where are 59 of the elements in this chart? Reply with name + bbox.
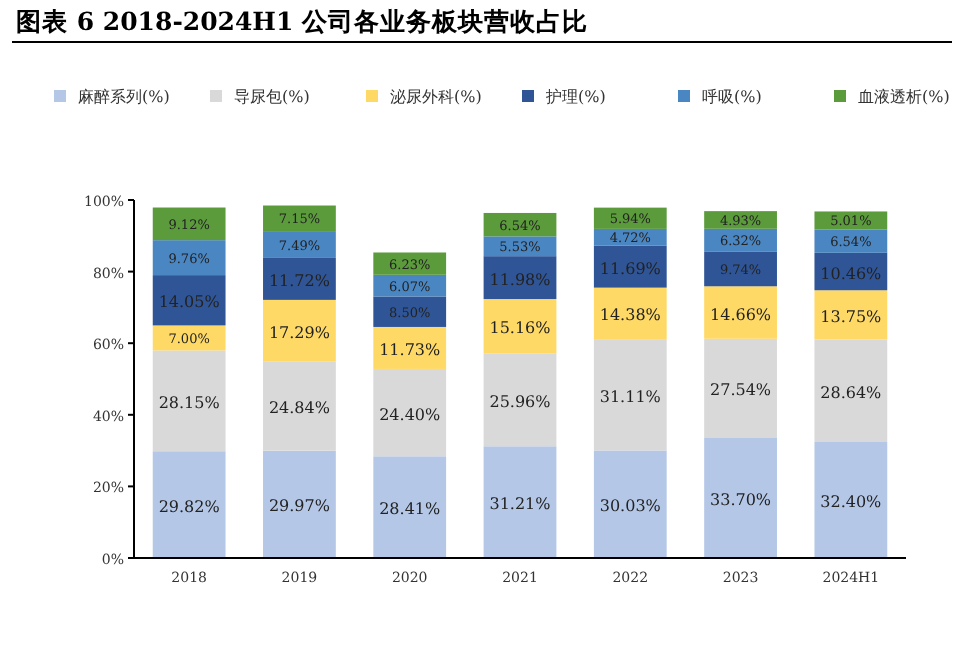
- bar: [593, 287, 667, 340]
- bar: [263, 450, 336, 558]
- legend-label: 导尿包(%): [234, 88, 310, 106]
- bar: [373, 368, 447, 457]
- data-label: 17.29%: [268, 323, 331, 342]
- bar: [152, 350, 226, 452]
- legend-label: 血液透析(%): [858, 88, 950, 106]
- bar: [263, 361, 336, 451]
- bar: [373, 326, 447, 369]
- bar: [593, 450, 667, 558]
- bar: [593, 245, 667, 288]
- bar: [263, 299, 336, 362]
- data-label: 15.16%: [489, 319, 552, 338]
- data-label: 31.21%: [489, 495, 552, 514]
- data-label: 24.84%: [268, 399, 331, 418]
- data-label: 10.46%: [820, 264, 883, 283]
- data-label: 28.64%: [820, 383, 883, 402]
- data-label: 24.40%: [379, 405, 441, 424]
- bar: [152, 240, 226, 276]
- bar: [373, 456, 447, 558]
- data-label: 33.70%: [710, 490, 772, 509]
- bar: [593, 339, 667, 451]
- bar: [483, 353, 557, 447]
- legend-label: 护理(%): [544, 88, 606, 106]
- bar: [263, 257, 336, 300]
- data-label: 28.41%: [379, 500, 441, 519]
- bar: [704, 251, 777, 287]
- chart-title: 图表 6 2018-2024H1 公司各业务板块营收占比: [16, 6, 589, 36]
- data-label: 30.03%: [599, 497, 662, 516]
- data-label: 13.75%: [820, 307, 883, 326]
- data-label: 32.40%: [820, 493, 883, 511]
- data-label: 11.69%: [599, 259, 662, 278]
- bar: [263, 231, 336, 258]
- bar: [704, 286, 777, 339]
- bar: [704, 338, 777, 438]
- bar: [152, 207, 226, 241]
- legend-label: 泌尿外科(%): [390, 88, 482, 106]
- data-label: 14.05%: [158, 293, 221, 312]
- data-label: 29.82%: [158, 497, 221, 516]
- bar: [814, 339, 888, 443]
- legend-label: 麻醉系列(%): [78, 88, 170, 106]
- legend-label: 呼吸(%): [702, 88, 762, 106]
- data-label: 28.15%: [158, 393, 221, 412]
- data-label: 29.97%: [268, 497, 331, 516]
- bar: [483, 299, 557, 354]
- data-label: 25.96%: [489, 392, 552, 411]
- data-label: 14.38%: [599, 306, 662, 325]
- data-label: 11.72%: [268, 271, 331, 290]
- data-label: 14.66%: [710, 305, 772, 324]
- bar: [814, 442, 888, 558]
- bar: [152, 275, 226, 326]
- bar: [152, 451, 226, 558]
- data-label: 31.11%: [599, 387, 662, 406]
- data-label: 11.73%: [379, 340, 441, 359]
- data-label: 11.98%: [489, 270, 552, 289]
- bar: [483, 446, 557, 558]
- bar: [814, 290, 888, 340]
- bar: [704, 437, 777, 558]
- data-label: 27.54%: [710, 381, 772, 400]
